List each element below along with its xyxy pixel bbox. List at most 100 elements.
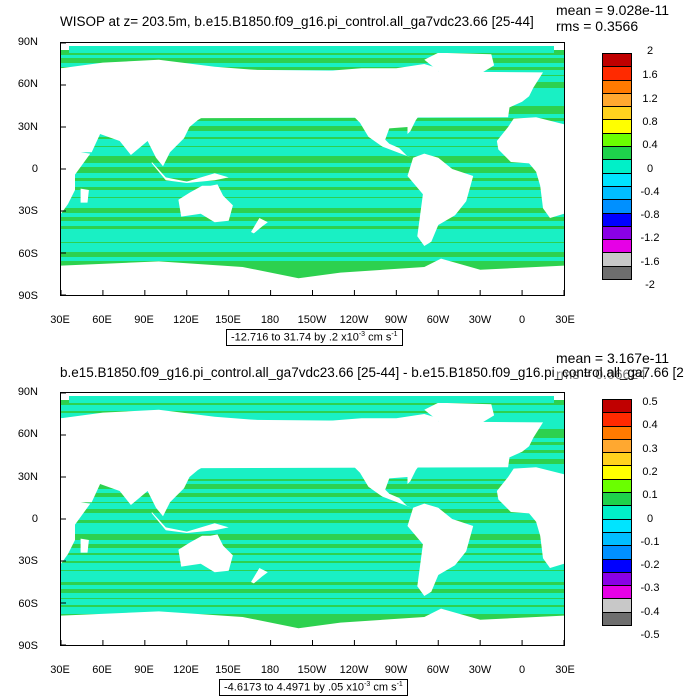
colorbar-swatch bbox=[602, 505, 632, 520]
land-mass bbox=[251, 568, 268, 584]
land-mass bbox=[251, 218, 268, 234]
lon-tick-label: 90W bbox=[384, 664, 408, 676]
ocean-band bbox=[61, 523, 564, 531]
colorbar-swatch bbox=[602, 531, 632, 547]
ocean-band bbox=[61, 139, 564, 146]
colorbar-swatch bbox=[602, 545, 632, 560]
land-mass bbox=[178, 184, 233, 223]
lat-tick-label: 60S bbox=[18, 248, 38, 260]
lon-tick-label: 30E bbox=[555, 664, 575, 676]
colorbar-swatch bbox=[602, 159, 632, 174]
colorbar-label: -0.8 bbox=[640, 209, 660, 221]
panel-wisop: WISOP at z= 203.5m, b.e15.B1850.f09_g16.… bbox=[17, 2, 669, 346]
colorbar-swatch bbox=[602, 558, 632, 573]
ocean-band bbox=[61, 579, 564, 582]
plot-title: WISOP at z= 203.5m, b.e15.B1850.f09_g16.… bbox=[60, 14, 534, 29]
colorbar-swatch bbox=[602, 399, 632, 414]
colorbar-swatch bbox=[602, 585, 632, 600]
land-mass bbox=[80, 538, 89, 553]
ocean-band bbox=[61, 55, 564, 58]
colorbar bbox=[602, 399, 632, 627]
lon-tick-label: 30E bbox=[50, 664, 70, 676]
contour-range-label: -4.6173 to 4.4971 by .05 x10-3 cm s-1 bbox=[219, 679, 408, 696]
colorbar-swatch bbox=[602, 452, 632, 467]
colorbar-label: -1.6 bbox=[640, 256, 660, 268]
lat-tick-label: 60S bbox=[18, 598, 38, 610]
colorbar-swatch bbox=[602, 185, 632, 201]
ocean-band bbox=[61, 489, 564, 493]
lon-tick-label: 120E bbox=[173, 314, 199, 326]
lon-tick-label: 0 bbox=[518, 664, 526, 676]
ocean-band bbox=[61, 540, 564, 544]
colorbar-swatch bbox=[602, 265, 632, 281]
ocean-band bbox=[61, 173, 564, 178]
colorbar-swatch bbox=[602, 212, 632, 227]
ocean-band bbox=[61, 153, 564, 156]
colorbar-swatch bbox=[602, 492, 632, 507]
colorbar-swatch bbox=[602, 571, 632, 587]
units-text: cm s bbox=[370, 681, 397, 694]
world-map bbox=[60, 392, 565, 646]
colorbar-swatch bbox=[602, 79, 632, 94]
colorbar-label: -0.5 bbox=[640, 629, 660, 641]
ocean-band bbox=[61, 599, 564, 605]
mean-label: mean = 3.167e-11 bbox=[556, 350, 669, 366]
units-exponent: -1 bbox=[391, 331, 398, 338]
ocean-band bbox=[61, 548, 564, 553]
lon-tick-label: 150W bbox=[297, 314, 327, 326]
lat-tick-label: 0 bbox=[31, 163, 38, 175]
colorbar-swatch bbox=[602, 199, 632, 214]
lon-tick-label: 60W bbox=[426, 314, 450, 326]
lat-tick-label: 90N bbox=[17, 36, 38, 48]
lat-tick-label: 60N bbox=[17, 428, 38, 440]
contour-range-label: -12.716 to 31.74 by .2 x10-3 cm s-1 bbox=[226, 329, 403, 346]
land-mass bbox=[61, 608, 564, 645]
ocean-band bbox=[61, 147, 564, 155]
colorbar-label: 0.8 bbox=[642, 116, 658, 128]
land-mass bbox=[151, 162, 229, 183]
arctic-ocean bbox=[69, 46, 554, 53]
colorbar-swatch bbox=[602, 146, 632, 161]
ocean-band bbox=[61, 190, 564, 197]
colorbar-label: 2 bbox=[646, 45, 654, 57]
ocean-band bbox=[61, 607, 564, 614]
colorbar-label: 1.2 bbox=[642, 93, 658, 105]
colorbar-swatch bbox=[602, 106, 632, 121]
colorbar-swatch bbox=[602, 53, 632, 68]
colorbar-label: -0.3 bbox=[640, 582, 660, 594]
ocean-band bbox=[61, 555, 564, 561]
land-mass bbox=[424, 402, 495, 435]
land-mass bbox=[424, 52, 495, 85]
lat-tick-label: 30N bbox=[17, 121, 38, 133]
lon-tick-label: 90E bbox=[134, 664, 154, 676]
ocean-band bbox=[61, 585, 564, 589]
colorbar-label: 0 bbox=[646, 163, 654, 175]
lon-tick-label: 120W bbox=[339, 314, 369, 326]
colorbar-label: 0.4 bbox=[642, 419, 658, 431]
lon-tick-label: 30W bbox=[468, 664, 492, 676]
lon-tick-label: 60E bbox=[92, 664, 112, 676]
lat-tick-label: 90S bbox=[18, 290, 38, 302]
colorbar-swatch bbox=[602, 132, 632, 148]
ocean-band bbox=[61, 221, 564, 226]
colorbar-swatch bbox=[602, 438, 632, 454]
ocean-band bbox=[61, 513, 564, 520]
colorbar-label: -0.2 bbox=[640, 559, 660, 571]
lat-tick-label: 30S bbox=[18, 205, 38, 217]
colorbar-label: -0.4 bbox=[640, 606, 660, 618]
units-exponent: -1 bbox=[396, 681, 403, 688]
ocean-band bbox=[61, 257, 564, 261]
lon-tick-label: 30E bbox=[50, 314, 70, 326]
land-mass bbox=[496, 467, 564, 568]
ocean-band bbox=[61, 249, 564, 252]
world-map bbox=[60, 42, 565, 296]
mean-label: mean = 9.028e-11 bbox=[556, 2, 669, 18]
land-mass bbox=[496, 117, 564, 218]
range-text: -12.716 to 31.74 by .2 x10 bbox=[231, 331, 359, 344]
ocean-band bbox=[61, 571, 564, 579]
lon-tick-label: 120W bbox=[339, 664, 369, 676]
colorbar-label: -0.1 bbox=[640, 536, 660, 548]
lon-tick-label: 150E bbox=[215, 664, 241, 676]
land-mass bbox=[407, 503, 474, 596]
ocean-band bbox=[61, 481, 564, 484]
